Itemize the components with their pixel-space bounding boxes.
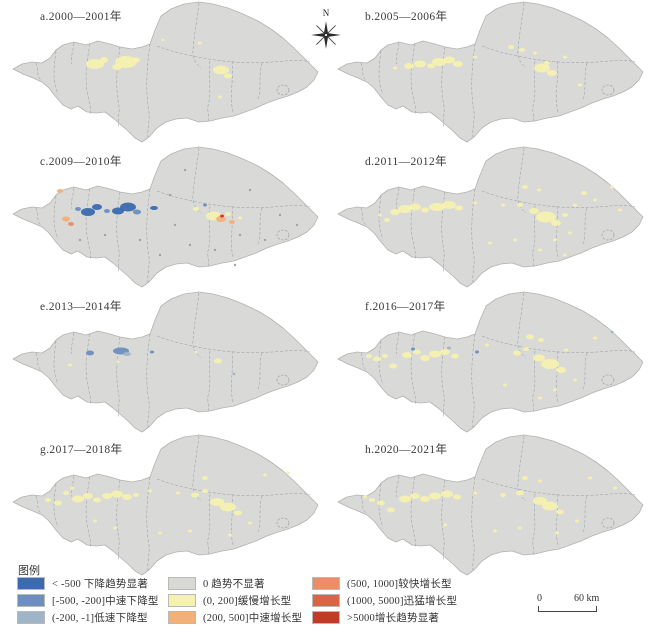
legend-label: >5000增长趋势显著 [347, 613, 440, 624]
panel-label-c: c.2009—2010年 [40, 156, 122, 168]
map-f [337, 291, 644, 433]
legend-item-up-fast: (500, 1000]较快增长型 [312, 576, 452, 591]
legend-swatch [17, 594, 45, 607]
scale-bar-zero: 0 [537, 593, 542, 604]
legend-item-no-trend: 0 趋势不显著 [168, 576, 265, 591]
map-c [12, 146, 319, 288]
legend-label: (500, 1000]较快增长型 [347, 579, 452, 590]
legend-swatch [312, 594, 340, 607]
map-panel-f: f.2016—2017年 [325, 290, 650, 435]
panel-label-e: e.2013—2014年 [40, 301, 122, 313]
scale-bar: 0 60 km [535, 593, 625, 617]
compass-star-icon [311, 21, 341, 49]
scale-bar-line [538, 606, 597, 612]
panel-label-b: b.2005—2006年 [365, 11, 448, 23]
map-e [12, 291, 319, 433]
panel-label-h: h.2020—2021年 [365, 444, 448, 456]
legend-item-up-slow: (0, 200]缓慢增长型 [168, 593, 291, 608]
legend-swatch [168, 594, 196, 607]
map-panel-c: c.2009—2010年 [0, 145, 325, 290]
map-panel-a: a.2000—2001年 [0, 0, 325, 145]
map-panel-g: g.2017—2018年 [0, 433, 325, 578]
legend-swatch [17, 611, 45, 624]
panel-label-d: d.2011—2012年 [365, 156, 447, 168]
legend-swatch [17, 577, 45, 590]
legend-swatch [168, 611, 196, 624]
legend-item-down-medium: [-500, -200]中速下降型 [17, 593, 159, 608]
map-d [337, 146, 644, 288]
legend-item-down-slow: (-200, -1]低速下降型 [17, 610, 148, 625]
map-b [337, 1, 644, 143]
panel-label-f: f.2016—2017年 [365, 301, 446, 313]
legend-label: (-200, -1]低速下降型 [52, 613, 148, 624]
panel-label-g: g.2017—2018年 [40, 444, 123, 456]
legend-label: (200, 500]中速增长型 [203, 613, 303, 624]
legend-label: (0, 200]缓慢增长型 [203, 596, 292, 607]
map-panel-h: h.2020—2021年 [325, 433, 650, 578]
legend-label: [-500, -200]中速下降型 [52, 596, 159, 607]
legend: 图例 < -500 下降趋势显著 [-500, -200]中速下降型 (-200… [0, 560, 650, 625]
map-g [12, 434, 319, 576]
legend-item-up-medium: (200, 500]中速增长型 [168, 610, 302, 625]
legend-title: 图例 [18, 565, 40, 577]
map-h [337, 434, 644, 576]
legend-swatch [312, 577, 340, 590]
legend-item-up-rapid: (1000, 5000]迅猛增长型 [312, 593, 457, 608]
legend-swatch [312, 611, 340, 624]
legend-label: 0 趋势不显著 [203, 579, 265, 590]
legend-swatch [168, 577, 196, 590]
legend-label: (1000, 5000]迅猛增长型 [347, 596, 458, 607]
map-panel-b: b.2005—2006年 [325, 0, 650, 145]
map-panel-e: e.2013—2014年 [0, 290, 325, 435]
map-a [12, 1, 319, 143]
north-label: N [322, 8, 330, 18]
map-panel-d: d.2011—2012年 [325, 145, 650, 290]
legend-item-down-significant: < -500 下降趋势显著 [17, 576, 148, 591]
scale-bar-distance: 60 km [574, 593, 600, 604]
north-arrow: N [306, 8, 346, 60]
legend-label: < -500 下降趋势显著 [52, 579, 149, 590]
legend-item-up-significant: >5000增长趋势显著 [312, 610, 439, 625]
panel-label-a: a.2000—2001年 [40, 11, 122, 23]
